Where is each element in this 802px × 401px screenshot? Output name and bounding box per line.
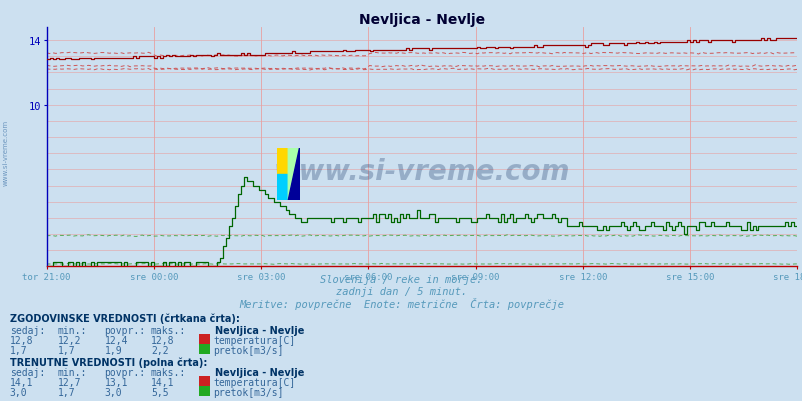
Text: min.:: min.:	[58, 325, 87, 335]
Text: 5,5: 5,5	[151, 387, 168, 397]
Text: 14,1: 14,1	[151, 377, 174, 387]
Text: 1,9: 1,9	[104, 345, 122, 355]
Bar	[277, 174, 288, 200]
Text: 3,0: 3,0	[10, 387, 27, 397]
Bar	[277, 148, 288, 174]
Text: maks.:: maks.:	[151, 325, 186, 335]
Text: 13,1: 13,1	[104, 377, 128, 387]
Text: 1,7: 1,7	[58, 345, 75, 355]
Text: 14,1: 14,1	[10, 377, 33, 387]
Text: Nevljica - Nevlje: Nevljica - Nevlje	[215, 367, 304, 377]
Text: 12,8: 12,8	[151, 335, 174, 345]
Text: www.si-vreme.com: www.si-vreme.com	[2, 119, 9, 185]
Text: temperatura[C]: temperatura[C]	[213, 377, 295, 387]
Text: TRENUTNE VREDNOSTI (polna črta):: TRENUTNE VREDNOSTI (polna črta):	[10, 356, 207, 367]
Text: sedaj:: sedaj:	[10, 325, 45, 335]
Text: 12,7: 12,7	[58, 377, 81, 387]
Text: 3,0: 3,0	[104, 387, 122, 397]
Text: ZGODOVINSKE VREDNOSTI (črtkana črta):: ZGODOVINSKE VREDNOSTI (črtkana črta):	[10, 312, 239, 323]
Text: 12,4: 12,4	[104, 335, 128, 345]
Text: sedaj:: sedaj:	[10, 367, 45, 377]
Text: Meritve: povprečne  Enote: metrične  Črta: povprečje: Meritve: povprečne Enote: metrične Črta:…	[239, 297, 563, 309]
Text: min.:: min.:	[58, 367, 87, 377]
Text: 1,7: 1,7	[10, 345, 27, 355]
Polygon shape	[288, 148, 299, 200]
Text: povpr.:: povpr.:	[104, 367, 145, 377]
Text: www.si-vreme.com: www.si-vreme.com	[273, 157, 569, 185]
Text: 1,7: 1,7	[58, 387, 75, 397]
Text: pretok[m3/s]: pretok[m3/s]	[213, 387, 284, 397]
Text: maks.:: maks.:	[151, 367, 186, 377]
Text: pretok[m3/s]: pretok[m3/s]	[213, 345, 284, 355]
Text: 2,2: 2,2	[151, 345, 168, 355]
Text: povpr.:: povpr.:	[104, 325, 145, 335]
Text: zadnji dan / 5 minut.: zadnji dan / 5 minut.	[335, 287, 467, 297]
Text: 12,2: 12,2	[58, 335, 81, 345]
Text: Slovenija / reke in morje.: Slovenija / reke in morje.	[320, 275, 482, 285]
Text: temperatura[C]: temperatura[C]	[213, 335, 295, 345]
Text: Nevljica - Nevlje: Nevljica - Nevlje	[215, 325, 304, 335]
Title: Nevljica - Nevlje: Nevljica - Nevlje	[358, 13, 484, 27]
Polygon shape	[288, 148, 299, 200]
Text: 12,8: 12,8	[10, 335, 33, 345]
